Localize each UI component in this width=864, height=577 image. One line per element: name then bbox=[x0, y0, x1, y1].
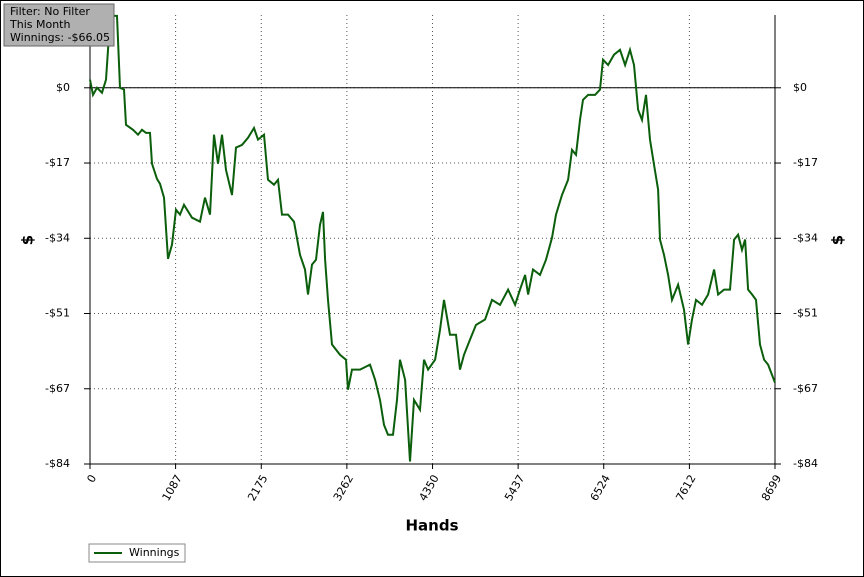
info-box-bg bbox=[3, 3, 115, 47]
y2-tick-label: -$17 bbox=[793, 156, 818, 169]
y-tick-label: -$51 bbox=[45, 307, 70, 320]
y-tick-label: -$67 bbox=[45, 382, 70, 395]
y-tick-label: -$34 bbox=[45, 231, 70, 244]
legend-label: Winnings bbox=[129, 546, 180, 559]
y2-tick-label: $0 bbox=[793, 81, 807, 94]
y-tick-label: -$17 bbox=[45, 156, 70, 169]
y2-tick-label: -$84 bbox=[793, 457, 818, 470]
y2-tick-label: -$34 bbox=[793, 231, 818, 244]
y2-tick-label: -$67 bbox=[793, 382, 818, 395]
info-text: Filter: No Filter bbox=[10, 5, 90, 18]
info-text: This Month bbox=[9, 18, 70, 31]
y-tick-label: $0 bbox=[56, 81, 70, 94]
legend-box bbox=[88, 543, 186, 563]
x-axis-label: Hands bbox=[405, 517, 458, 535]
series-line bbox=[89, 14, 776, 462]
info-text: Winnings: -$66.05 bbox=[10, 31, 110, 44]
y2-axis-label: $ bbox=[829, 235, 847, 245]
y2-tick-label: -$51 bbox=[793, 307, 818, 320]
y-axis-label: $ bbox=[19, 235, 37, 245]
y-tick-label: -$84 bbox=[45, 457, 70, 470]
